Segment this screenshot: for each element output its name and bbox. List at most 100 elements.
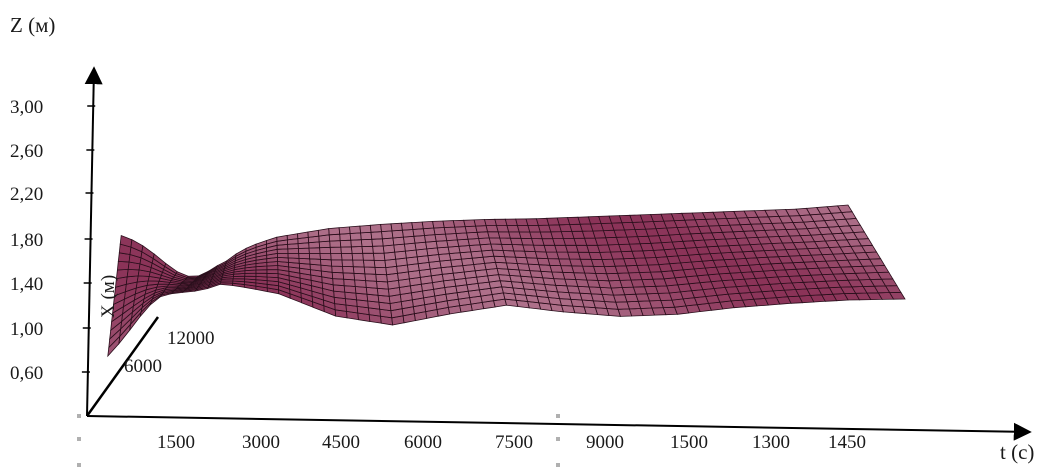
- surface-cell: [476, 231, 490, 239]
- surface-cell: [330, 259, 343, 267]
- surface-cell: [126, 268, 140, 278]
- surface-cell: [350, 239, 363, 248]
- surface-cell: [436, 246, 450, 255]
- surface-cell: [341, 259, 354, 268]
- surface-cell: [836, 204, 853, 213]
- surface-cell: [340, 246, 353, 254]
- surface-cell: [343, 278, 356, 287]
- t-tick-label: 4500: [322, 432, 360, 453]
- surface-cell: [467, 238, 481, 246]
- surface-cell: [297, 247, 310, 254]
- surface-cell: [400, 222, 414, 231]
- z-axis: [84, 66, 103, 417]
- surface-cell: [360, 238, 374, 247]
- surface-cell: [374, 266, 388, 276]
- surface-cell: [373, 259, 387, 269]
- surface-cell: [363, 266, 377, 275]
- surface-cell: [338, 226, 351, 235]
- surface-cell: [361, 245, 374, 254]
- surface-cell: [371, 238, 384, 247]
- surface-cell: [266, 269, 279, 275]
- surface-cell: [350, 246, 364, 254]
- surface-cell: [364, 273, 377, 282]
- surface-cell: [286, 233, 299, 241]
- t-tick-label: 6000: [404, 432, 442, 453]
- surface-cell: [443, 226, 457, 235]
- surface-cell: [381, 237, 395, 247]
- surface-cell: [330, 253, 343, 261]
- surface-cell: [329, 246, 342, 255]
- surface-cell: [455, 232, 469, 241]
- surface-cell: [340, 252, 354, 261]
- surface-cell: [446, 239, 460, 248]
- surface-cell: [298, 252, 311, 260]
- surface-cell: [328, 233, 341, 242]
- z-tick-labels: 0,60 1,00 1,40 1,80 2,20 2,60 3,00: [10, 97, 43, 384]
- surface-cell: [401, 229, 415, 238]
- surface-cell: [308, 253, 321, 260]
- t-tick-label: 1500: [670, 432, 708, 453]
- surface-cell: [298, 257, 311, 265]
- surface-cell: [276, 252, 289, 259]
- surface-cell: [392, 236, 405, 246]
- t-tick-label: 9000: [586, 432, 624, 453]
- marker-square: [556, 414, 560, 418]
- z-axis-title: Z (м): [10, 13, 55, 37]
- surface-cell: [454, 226, 468, 234]
- surface-cell: [442, 220, 456, 228]
- surface-cell: [459, 251, 473, 260]
- surface-cell: [414, 241, 428, 251]
- marker-square: [77, 463, 81, 467]
- surface-mesh: [107, 204, 906, 358]
- surface-cell: [255, 272, 268, 278]
- surface-cell: [339, 233, 352, 242]
- surface-cell: [372, 252, 386, 261]
- surface-cell: [434, 233, 448, 242]
- t-tick-label: 1300: [752, 432, 790, 453]
- surface-cell: [359, 224, 372, 234]
- surface-cell: [329, 240, 342, 248]
- surface-cell: [349, 225, 362, 234]
- surface-cell: [393, 243, 406, 253]
- surface-cell: [331, 271, 345, 280]
- surface-cell: [466, 231, 480, 240]
- surface-cell: [452, 219, 466, 228]
- surface-cell: [483, 218, 498, 227]
- surface-cell: [375, 273, 388, 283]
- surface-cell: [352, 266, 366, 275]
- surface-cell: [365, 280, 378, 289]
- surface-cell: [343, 285, 357, 294]
- t-tick-label: 1500: [157, 432, 195, 453]
- z-tick-label: 3,00: [10, 97, 43, 118]
- surface-cell: [331, 265, 344, 274]
- t-tick-label: 3000: [242, 432, 280, 453]
- surface-cell: [487, 231, 501, 239]
- surface-cell: [411, 221, 424, 230]
- surface-cell: [456, 238, 470, 247]
- z-tick-label: 2,20: [10, 184, 43, 205]
- surface-cell: [146, 280, 160, 286]
- surface-cell: [458, 245, 472, 254]
- surface-cell: [390, 222, 403, 232]
- surface-cell: [421, 220, 435, 230]
- z-tick-marks: [81, 105, 96, 373]
- surface-cell: [362, 259, 376, 268]
- surface-cell: [380, 223, 393, 233]
- surface-cell: [317, 228, 330, 237]
- surface-cell: [319, 246, 332, 255]
- surface-cell: [309, 258, 322, 266]
- marker-square: [556, 437, 560, 441]
- surface-cell: [351, 252, 364, 261]
- surface-cell: [478, 237, 492, 246]
- surface-cell: [447, 245, 461, 255]
- surface-cell: [464, 225, 478, 234]
- surface-cell: [116, 260, 130, 271]
- z-tick-label: 1,00: [10, 319, 43, 340]
- surface-cell: [308, 247, 321, 254]
- z-tick-label: 1,80: [10, 230, 43, 251]
- surface-cell: [353, 272, 367, 282]
- surface-cell: [402, 235, 416, 245]
- surface-cell: [376, 287, 390, 297]
- marker-square: [77, 414, 81, 418]
